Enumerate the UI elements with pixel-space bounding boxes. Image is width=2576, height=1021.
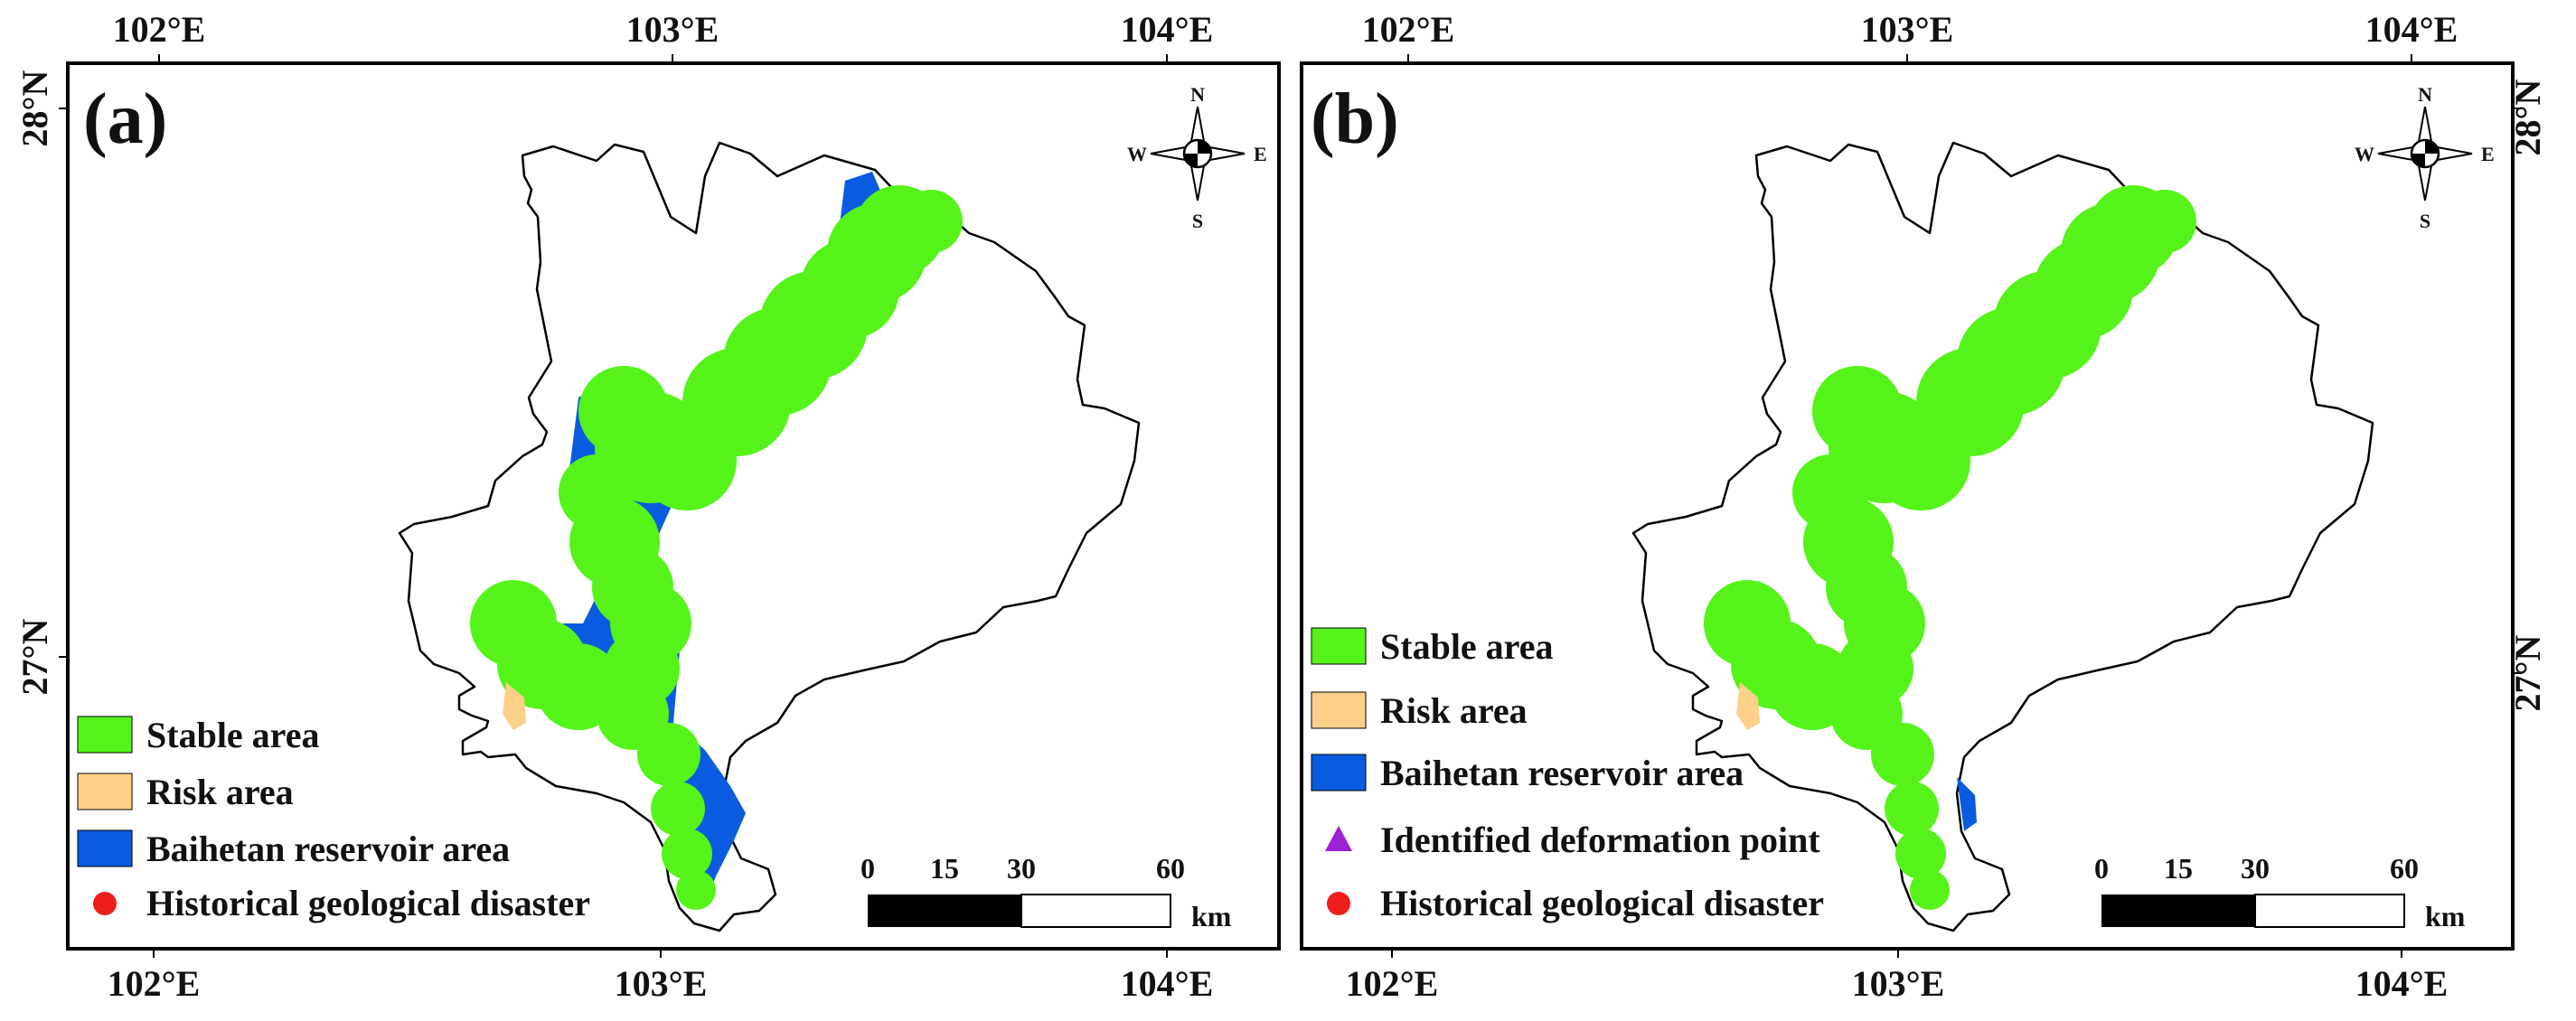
scale-tick: 60 (1156, 852, 1185, 885)
legend-label: Historical geological disaster (146, 883, 590, 923)
tick-label-bottom: 102°E (108, 963, 201, 1004)
legend-swatch-risk (1311, 691, 1367, 729)
scale-tick: 15 (2164, 852, 2193, 885)
panel-a: N S E W (a) 102°E 103°E 104°E 102°E 103°… (14, 9, 1281, 1004)
bottom-axis: 102°E 103°E 104°E (108, 949, 1214, 1004)
legend-symbol-disaster (93, 892, 117, 915)
tick-label-top: 102°E (1362, 9, 1455, 50)
panel-b: N S E W (b) 102°E 103°E 104°E 102°E 103°… (1300, 9, 2548, 1004)
scale-tick: 15 (930, 852, 959, 885)
compass-e-label: E (2481, 143, 2495, 165)
legend-label: Risk area (146, 772, 294, 812)
legend-swatch-reservoir (77, 829, 133, 867)
top-axis: 102°E 103°E 104°E (113, 9, 1214, 63)
legend-label: Stable area (146, 715, 319, 755)
legend-symbol-deformation (1325, 826, 1352, 851)
scale-tick: 30 (2241, 852, 2270, 885)
tick-label-top: 102°E (113, 9, 206, 50)
legend-label: Identified deformation point (1380, 820, 1820, 860)
tick-label-top: 104°E (2365, 9, 2458, 50)
compass-n-label: N (1190, 83, 1205, 106)
scale-tick: 30 (1007, 852, 1036, 885)
legend-label: Historical geological disaster (1380, 883, 1824, 923)
compass-s-label: S (2420, 210, 2430, 232)
scale-tick: 60 (2390, 852, 2419, 885)
compass-rose: N S E W (1127, 83, 1267, 232)
compass-s-label: S (1192, 210, 1203, 232)
legend-label: Risk area (1380, 690, 1528, 731)
legend-label: Baihetan reservoir area (1380, 753, 1744, 793)
compass-n-label: N (2418, 83, 2432, 106)
tick-label-bottom: 104°E (2355, 963, 2449, 1004)
legend-label: Stable area (1380, 626, 1553, 667)
legend: Stable area Risk area Baihetan reservoir… (77, 715, 590, 923)
legend-swatch-stable (1311, 627, 1367, 665)
legend: Stable area Risk area Baihetan reservoir… (1311, 626, 1824, 923)
reservoir-area (1957, 777, 1977, 831)
tick-label-bottom: 103°E (615, 963, 708, 1004)
compass-w-label: W (1127, 143, 1147, 165)
scale-unit: km (2425, 900, 2466, 932)
legend-symbol-disaster (1327, 892, 1350, 915)
tick-label-top: 104°E (1121, 9, 1214, 50)
compass-rose: N S E W (2355, 83, 2495, 232)
tick-label-bottom: 104°E (1121, 963, 1214, 1004)
tick-label-left: 27°N (14, 618, 55, 695)
tick-label-left: 28°N (14, 70, 55, 146)
tick-label-right: 28°N (2507, 79, 2548, 155)
scale-unit: km (1191, 900, 1232, 932)
legend-label: Baihetan reservoir area (146, 829, 510, 869)
scale-tick: 0 (2094, 852, 2109, 885)
panel-label: (b) (1311, 80, 1399, 159)
top-axis: 102°E 103°E 104°E (1362, 9, 2458, 63)
tick-label-top: 103°E (626, 9, 719, 50)
scale-bar: 0 15 30 60 km (860, 852, 1232, 932)
tick-label-bottom: 102°E (1346, 963, 1439, 1004)
legend-swatch-stable (77, 716, 133, 754)
compass-w-label: W (2355, 143, 2374, 165)
left-axis: 28°N 27°N (14, 70, 68, 695)
risk-area (1736, 682, 1760, 730)
tick-label-right: 27°N (2507, 634, 2548, 711)
scale-bar: 0 15 30 60 km (2094, 852, 2466, 932)
risk-area (503, 682, 526, 730)
tick-label-bottom: 103°E (1852, 963, 1945, 1004)
legend-swatch-risk (77, 773, 133, 810)
compass-e-label: E (1254, 143, 1267, 165)
bottom-axis: 102°E 103°E 104°E (1346, 949, 2449, 1004)
tick-label-top: 103°E (1861, 9, 1954, 50)
panel-label: (a) (83, 80, 167, 159)
scale-tick: 0 (860, 852, 875, 885)
right-axis: 28°N 27°N (2507, 79, 2548, 711)
legend-swatch-reservoir (1311, 754, 1367, 792)
